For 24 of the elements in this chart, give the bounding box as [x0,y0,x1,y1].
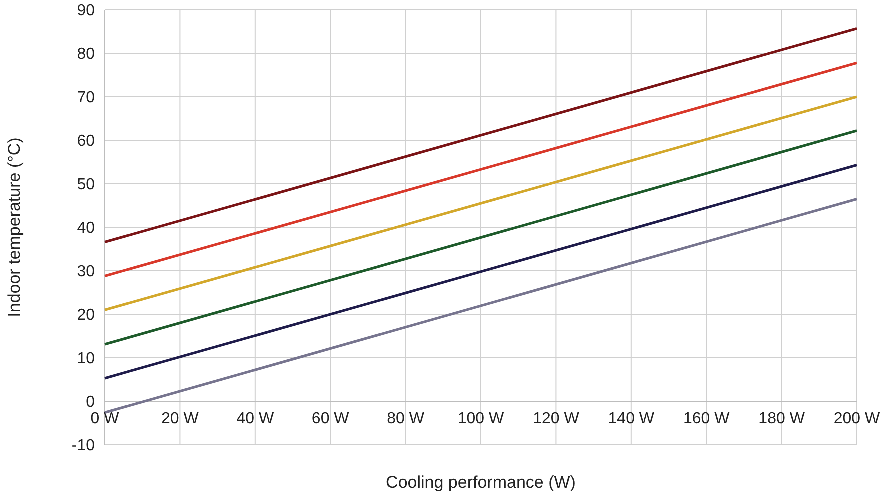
x-tick-label: 40 W [236,410,275,428]
x-tick-label: 100 W [458,410,506,428]
y-tick-label: 10 [77,350,96,368]
x-tick-label: 200 W [834,410,882,428]
x-tick-label: 80 W [387,410,426,428]
x-tick-label: 60 W [312,410,350,428]
y-tick-label: 70 [77,90,96,107]
y-tick-label: 40 [77,220,96,238]
y-tick-label: -10 [72,438,96,455]
y-tick-label: 30 [77,264,96,281]
x-tick-label: 20 W [162,410,200,428]
y-tick-label: 90 [77,2,96,20]
x-tick-label: 160 W [683,410,731,428]
x-tick-label: 180 W [758,410,806,428]
x-axis-title: Cooling performance (W) [386,473,576,492]
x-tick-label: 120 W [533,410,580,428]
y-tick-label: 20 [77,307,96,324]
x-tick-label: 0 W [90,410,120,428]
y-tick-label: 60 [77,133,96,150]
y-tick-label: 0 [86,394,96,412]
y-tick-label: 80 [77,46,96,64]
y-axis-title: Indoor temperature (°C) [5,138,24,318]
y-tick-label: 50 [77,176,96,194]
x-tick-label: 140 W [608,410,656,428]
